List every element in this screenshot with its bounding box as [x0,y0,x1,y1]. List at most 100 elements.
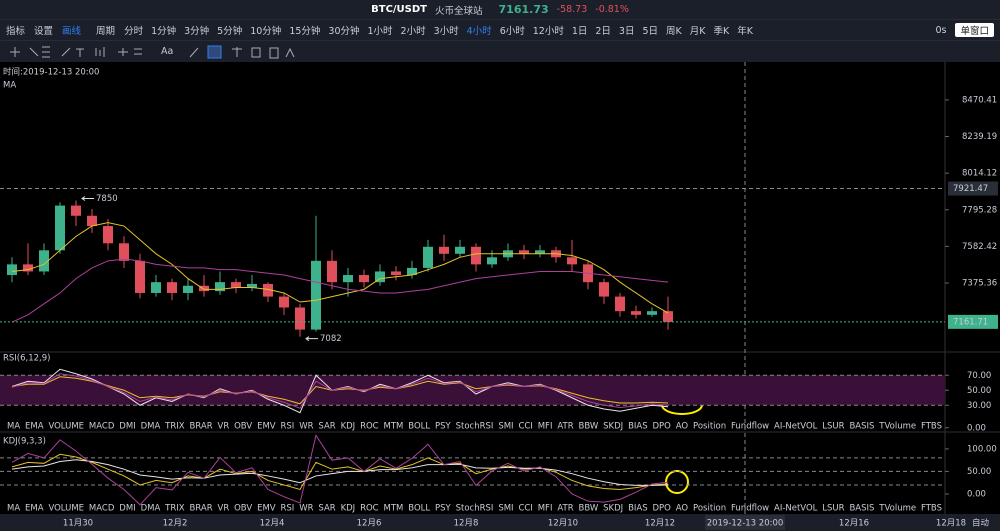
tool[interactable]: 指标 [6,26,26,37]
indicator-tab[interactable]: AI-NetVOL [774,422,818,432]
tool[interactable]: 设置 [34,26,54,37]
indicator-tab[interactable]: DMA [141,504,161,514]
indicator-tab[interactable]: AO [676,422,689,432]
indicator-tab[interactable]: MTM [384,504,404,514]
indicator-tab[interactable]: BOLL [408,422,430,432]
period[interactable]: 5日 [642,26,659,37]
indicator-tab[interactable]: TVolume [878,422,916,432]
indicator-tab[interactable]: BBW [578,504,598,514]
indicator-tab[interactable]: Fundflow [731,504,769,514]
indicator-tab[interactable]: CCI [518,422,532,432]
period[interactable]: 周K [666,26,682,37]
indicator-tab[interactable]: Position [693,504,726,514]
indicator-tab[interactable]: MTM [384,422,404,432]
indicator-tab[interactable]: SMI [498,422,513,432]
period[interactable]: 3日 [618,26,635,37]
period[interactable]: 2小时 [400,26,426,37]
period[interactable]: 5分钟 [217,26,243,37]
indicator-tab[interactable]: VR [218,504,230,514]
indicator-tab[interactable]: DPO [653,504,672,514]
indicator-tab[interactable]: TVolume [878,504,916,514]
indicator-tab[interactable]: BRAR [189,422,212,432]
indicator-tab[interactable]: RSI [281,504,295,514]
indicator-tab[interactable]: MFI [538,504,553,514]
period[interactable]: 4小时 [466,26,492,37]
indicator-tab[interactable]: DPO [653,422,672,432]
indicator-tab[interactable]: PSY [435,422,452,432]
indicator-tab[interactable]: FTBS [921,504,942,514]
indicator-tab[interactable]: AI-NetVOL [774,504,818,514]
indicator-tab[interactable]: WR [299,504,313,514]
indicator-tab[interactable]: DMI [119,504,135,514]
indicator-tab[interactable]: EMV [257,504,276,514]
indicator-tab[interactable]: MACD [89,504,115,514]
indicator-tab[interactable]: CCI [518,504,532,514]
indicator-tab[interactable]: WR [299,422,313,432]
indicator-tab[interactable]: KDJ [341,504,356,514]
tool[interactable]: 画线 [62,26,82,37]
indicator-tab[interactable]: LSUR [822,504,844,514]
period[interactable]: 3分钟 [184,26,210,37]
window-mode[interactable]: 单窗口 [955,23,994,37]
indicator-tab[interactable]: TRIX [164,504,185,514]
indicator-tab[interactable]: MA [7,504,20,514]
period[interactable]: 12小时 [532,26,564,37]
indicator-tab[interactable]: ROC [360,422,379,432]
indicator-tab[interactable]: StochRSI [456,422,494,432]
period[interactable]: 6小时 [499,26,525,37]
indicator-tab[interactable]: ATR [557,504,573,514]
indicator-tab[interactable]: EMA [25,422,44,432]
period[interactable]: 3小时 [433,26,459,37]
indicator-tab[interactable]: EMV [257,422,276,432]
period[interactable]: 1分钟 [151,26,177,37]
period[interactable]: 1小时 [367,26,393,37]
indicator-tab[interactable]: SKDJ [603,504,623,514]
period[interactable]: 30分钟 [328,26,360,37]
indicator-tab[interactable]: SKDJ [603,422,623,432]
indicator-tab[interactable]: BASIS [849,504,874,514]
indicator-tab[interactable]: BRAR [189,504,212,514]
indicator-tab[interactable]: VR [218,422,230,432]
indicator-tab[interactable]: BIAS [628,504,648,514]
indicator-tab[interactable]: VOLUME [48,422,84,432]
indicator-tab[interactable]: ATR [557,422,573,432]
indicator-tab[interactable]: BBW [578,422,598,432]
period[interactable]: 15分钟 [289,26,321,37]
period[interactable]: 季K [713,26,730,37]
indicator-tab[interactable]: StochRSI [456,504,494,514]
period[interactable]: 1日 [571,26,588,37]
indicator-tab[interactable]: BOLL [408,504,430,514]
indicator-tab[interactable]: BIAS [628,422,648,432]
indicator-tab[interactable]: RSI [281,422,295,432]
period-label[interactable]: 周期 [96,26,116,37]
indicator-tab[interactable]: MFI [538,422,553,432]
indicator-tab[interactable]: DMA [141,422,161,432]
indicator-tab[interactable]: BASIS [849,422,874,432]
period[interactable]: 月K [689,26,706,37]
indicator-tab[interactable]: VOLUME [48,504,84,514]
period[interactable]: 2日 [595,26,611,37]
indicator-tab[interactable]: SMI [498,504,513,514]
indicator-tab[interactable]: TRIX [164,422,185,432]
indicator-tab[interactable]: SAR [318,422,335,432]
indicator-tab[interactable]: OBV [234,422,252,432]
period[interactable]: 10分钟 [250,26,282,37]
indicator-tab[interactable]: FTBS [921,422,942,432]
indicator-tab[interactable]: ROC [360,504,379,514]
indicator-tab[interactable]: Fundflow [731,422,769,432]
indicator-tab[interactable]: PSY [435,504,452,514]
font-button[interactable]: Aa [161,46,174,57]
indicator-tab[interactable]: OBV [234,504,252,514]
period[interactable]: 分时 [124,26,144,37]
indicator-tab[interactable]: DMI [119,422,135,432]
indicator-tab[interactable]: LSUR [822,422,844,432]
indicator-tab[interactable]: Position [693,422,726,432]
period[interactable]: 年K [737,26,753,37]
indicator-tab[interactable]: MA [7,422,20,432]
indicator-tab[interactable]: KDJ [341,422,356,432]
indicator-tab[interactable]: MACD [89,422,115,432]
axis-mode[interactable]: 自动 [972,518,990,529]
indicator-tab[interactable]: EMA [25,504,44,514]
indicator-tab[interactable]: AO [676,504,689,514]
indicator-tab[interactable]: SAR [318,504,335,514]
